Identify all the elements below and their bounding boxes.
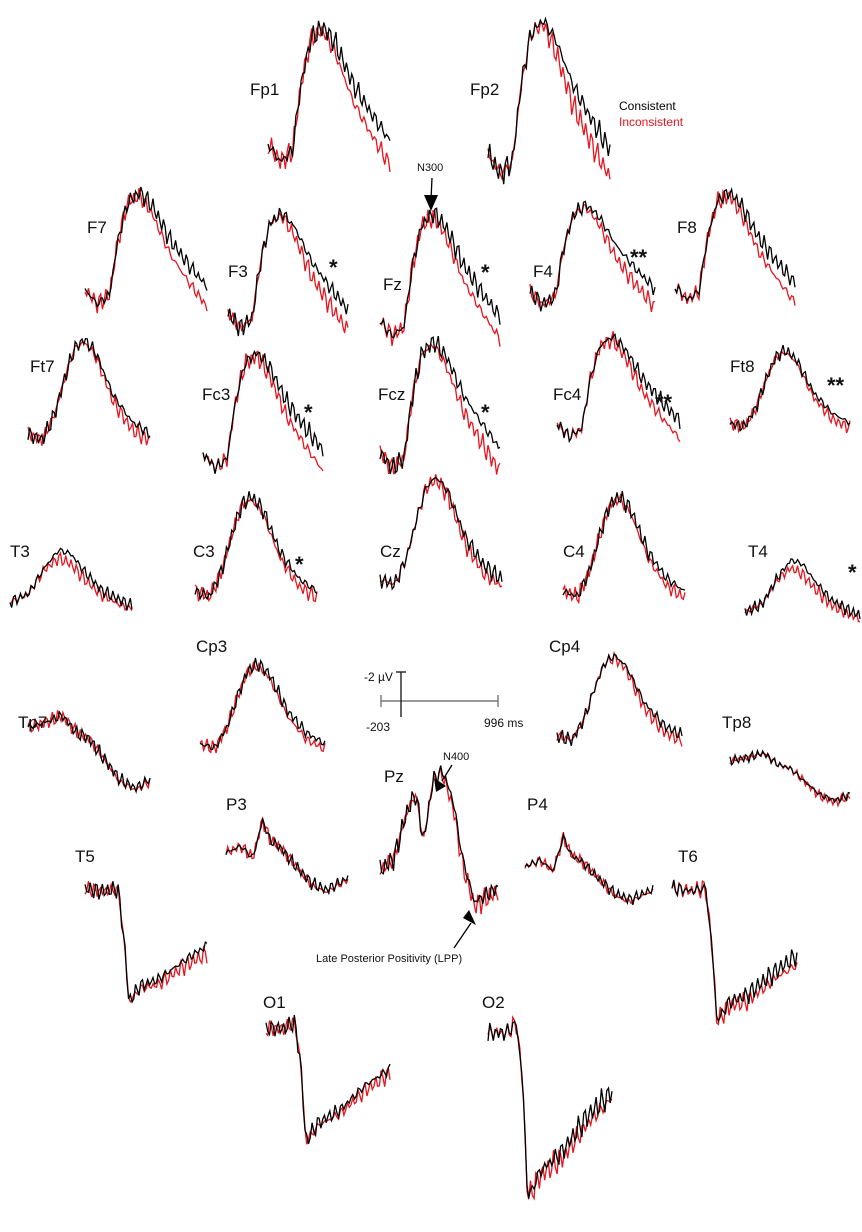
electrode-fcz: Fcz * xyxy=(378,336,500,474)
annotation-n300-label: N300 xyxy=(417,162,443,174)
electrode-label-fp2: Fp2 xyxy=(470,80,499,99)
scale-x-end-label: 996 ms xyxy=(484,716,523,730)
series-consistent-t6 xyxy=(672,880,797,1021)
significance-marker-f4: ** xyxy=(630,245,648,270)
electrode-c4: C4 xyxy=(563,491,685,602)
electrode-fz: Fz * xyxy=(380,208,500,346)
electrode-label-f3: F3 xyxy=(228,262,248,281)
significance-marker-fc4: ** xyxy=(655,390,673,415)
series-inconsistent-t4 xyxy=(745,566,860,622)
series-consistent-t4 xyxy=(745,559,860,619)
significance-marker-f3: * xyxy=(329,255,338,280)
electrode-label-fc3: Fc3 xyxy=(202,385,230,404)
electrode-p4: P4 xyxy=(525,795,653,905)
series-inconsistent-cz xyxy=(380,474,502,587)
electrode-t5: T5 xyxy=(75,847,207,1002)
electrode-label-t6: T6 xyxy=(678,847,698,866)
series-inconsistent-t6 xyxy=(672,881,797,1024)
series-consistent-ft7 xyxy=(28,339,150,444)
electrode-label-ft7: Ft7 xyxy=(30,357,55,376)
electrode-label-o1: O1 xyxy=(263,993,286,1012)
electrode-fc3: Fc3 * xyxy=(202,351,323,473)
electrode-label-cz: Cz xyxy=(380,542,401,561)
electrode-label-p3: P3 xyxy=(226,795,247,814)
significance-marker-t4: * xyxy=(848,560,857,585)
electrode-f3: F3 * xyxy=(228,208,348,336)
significance-marker-fc3: * xyxy=(304,400,313,425)
electrode-label-c4: C4 xyxy=(563,542,585,561)
electrode-label-fcz: Fcz xyxy=(378,385,405,404)
electrode-label-fz: Fz xyxy=(383,275,402,294)
series-consistent-f8 xyxy=(675,189,795,300)
electrode-label-t4: T4 xyxy=(748,542,768,561)
series-inconsistent-f8 xyxy=(675,191,795,306)
legend-inconsistent: Inconsistent xyxy=(619,115,684,129)
annotation-n300: N300 xyxy=(417,162,443,211)
electrode-label-tp8: Tp8 xyxy=(722,713,751,732)
significance-marker-fz: * xyxy=(481,260,490,285)
electrode-label-p4: P4 xyxy=(527,795,548,814)
electrode-f4: F4 ** xyxy=(530,201,655,312)
scale-x-start-label: -203 xyxy=(366,720,390,734)
series-inconsistent-cp3 xyxy=(200,662,325,753)
electrode-label-f8: F8 xyxy=(677,218,697,237)
significance-marker-ft8: ** xyxy=(827,373,845,398)
series-consistent-f7 xyxy=(85,187,207,306)
annotation-lpp-label: Late Posterior Positivity (LPP) xyxy=(316,953,462,965)
electrode-c3: C3 * xyxy=(193,491,317,601)
electrode-tp7: Tp7 xyxy=(18,710,150,791)
electrode-label-fc4: Fc4 xyxy=(553,385,581,404)
electrode-f7: F7 xyxy=(85,187,207,313)
series-inconsistent-fp1 xyxy=(268,26,390,172)
electrode-label-c3: C3 xyxy=(193,542,215,561)
scale-bar: -2 µV -203 996 ms xyxy=(364,670,523,734)
series-consistent-tp8 xyxy=(730,751,850,802)
series-consistent-cz xyxy=(380,478,502,590)
electrode-label-ft8: Ft8 xyxy=(730,357,755,376)
significance-marker-c3: * xyxy=(295,552,304,577)
electrode-label-fp1: Fp1 xyxy=(250,80,279,99)
legend: Consistent Inconsistent xyxy=(619,99,684,129)
series-consistent-t5 xyxy=(85,881,207,1002)
electrode-fp2: Fp2 xyxy=(470,19,610,185)
series-inconsistent-fp2 xyxy=(488,22,610,179)
electrode-t3: T3 xyxy=(10,542,132,611)
electrode-o1: O1 xyxy=(263,993,390,1144)
electrode-cz: Cz xyxy=(380,474,502,589)
electrode-label-tp7: Tp7 xyxy=(18,713,47,732)
electrode-label-cp3: Cp3 xyxy=(196,637,227,656)
series-inconsistent-cp4 xyxy=(557,653,682,746)
electrode-label-t5: T5 xyxy=(75,847,95,866)
electrode-label-o2: O2 xyxy=(482,993,505,1012)
scale-y-label: -2 µV xyxy=(364,670,393,684)
electrode-ft8: Ft8 ** xyxy=(730,345,850,433)
series-inconsistent-o2 xyxy=(488,1017,612,1199)
series-inconsistent-t3 xyxy=(10,553,132,611)
electrode-label-f7: F7 xyxy=(87,218,107,237)
series-consistent-p3 xyxy=(226,818,348,893)
electrode-t6: T6 xyxy=(672,847,797,1024)
annotation-n400-label: N400 xyxy=(443,751,469,763)
electrode-fc4: Fc4 ** xyxy=(553,331,680,441)
electrode-cp3: Cp3 xyxy=(196,637,325,753)
electrode-f8: F8 xyxy=(675,189,795,305)
electrode-tp8: Tp8 xyxy=(722,713,850,806)
electrode-p3: P3 xyxy=(226,795,348,893)
series-inconsistent-f7 xyxy=(85,188,207,313)
electrode-label-pz: Pz xyxy=(384,767,404,786)
electrode-label-cp4: Cp4 xyxy=(549,637,580,656)
electrode-t4: T4 * xyxy=(745,542,860,622)
annotation-lpp: Late Posterior Positivity (LPP) xyxy=(316,910,476,965)
electrode-fp1: Fp1 xyxy=(250,21,390,172)
legend-consistent: Consistent xyxy=(619,99,676,113)
series-consistent-o1 xyxy=(266,1015,390,1144)
electrode-label-t3: T3 xyxy=(10,542,30,561)
electrode-o2: O2 xyxy=(482,993,612,1199)
electrode-ft7: Ft7 xyxy=(28,339,150,446)
electrode-cp4: Cp4 xyxy=(549,637,682,746)
electrode-label-f4: F4 xyxy=(533,262,553,281)
significance-marker-fcz: * xyxy=(481,400,490,425)
